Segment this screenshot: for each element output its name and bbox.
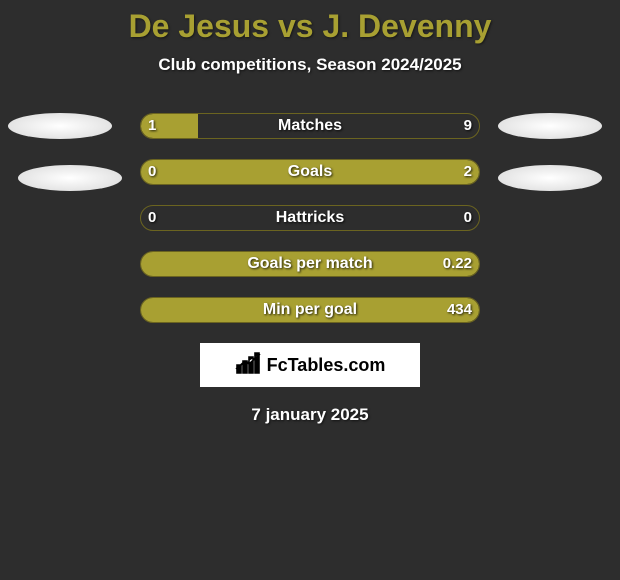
stats-chart: 1 9 Matches 0 2 Goals 0 0 Hattricks 0.22…: [0, 113, 620, 323]
stat-row: 0.22 Goals per match: [0, 251, 620, 277]
stat-row: 0 0 Hattricks: [0, 205, 620, 231]
stat-bar: [140, 159, 480, 185]
stat-value-right: 0: [464, 205, 472, 231]
brand-badge[interactable]: FcTables.com: [200, 343, 420, 387]
comparison-subtitle: Club competitions, Season 2024/2025: [0, 55, 620, 75]
stat-row: 434 Min per goal: [0, 297, 620, 323]
comparison-title: De Jesus vs J. Devenny: [0, 0, 620, 45]
stat-fill-right: [141, 298, 479, 322]
stat-value-left: 0: [148, 205, 156, 231]
stat-value-right: 434: [447, 297, 472, 323]
stat-value-left: 0: [148, 159, 156, 185]
stat-fill-right: [141, 160, 479, 184]
stat-row: 1 9 Matches: [0, 113, 620, 139]
brand-text: FcTables.com: [267, 355, 386, 376]
stat-fill-right: [141, 252, 479, 276]
stat-value-left: 1: [148, 113, 156, 139]
stat-value-right: 0.22: [443, 251, 472, 277]
chart-icon: [235, 351, 263, 380]
stat-bar: [140, 297, 480, 323]
stat-bar: [140, 251, 480, 277]
stat-value-right: 2: [464, 159, 472, 185]
stat-bar: [140, 205, 480, 231]
stat-bar: [140, 113, 480, 139]
snapshot-date: 7 january 2025: [0, 405, 620, 425]
stat-value-right: 9: [464, 113, 472, 139]
stat-row: 0 2 Goals: [0, 159, 620, 185]
